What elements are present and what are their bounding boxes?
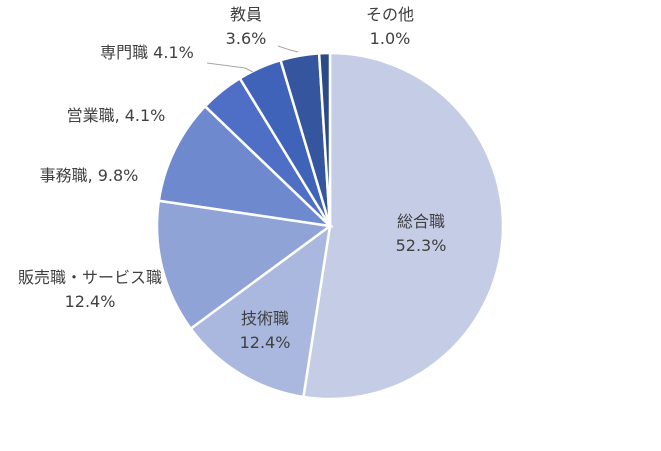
value-label: 52.3% bbox=[396, 236, 447, 255]
value-label: 1.0% bbox=[370, 29, 411, 48]
value-label: 3.6% bbox=[226, 29, 267, 48]
pie-slice bbox=[155, 199, 334, 331]
leader-line bbox=[277, 45, 299, 53]
category-label: 技術職 bbox=[241, 309, 289, 328]
data-label: 販売職・サービス職 12.4% bbox=[18, 268, 162, 311]
data-label: その他 1.0% bbox=[366, 5, 414, 48]
category-label: 総合職 bbox=[397, 212, 445, 231]
value-label: 4.1% bbox=[153, 43, 194, 62]
pie-slice bbox=[188, 223, 332, 399]
leader-line bbox=[206, 62, 254, 73]
value-label: 12.4% bbox=[240, 333, 291, 352]
pie-slice bbox=[317, 51, 332, 227]
data-label: 総合職 52.3% bbox=[396, 212, 447, 255]
data-label: 教員 3.6% bbox=[226, 5, 267, 48]
data-label: 技術職 12.4% bbox=[240, 309, 291, 352]
pie-slice bbox=[301, 51, 505, 401]
category-label: その他 bbox=[366, 5, 414, 24]
value-label: 12.4% bbox=[65, 292, 116, 311]
category-label: 教員 bbox=[230, 5, 262, 24]
category-label: 専門職 bbox=[100, 43, 148, 62]
value-label: 9.8% bbox=[98, 166, 139, 185]
value-label: 4.1% bbox=[125, 106, 166, 125]
category-label: 営業職, bbox=[67, 106, 120, 125]
slices bbox=[155, 51, 505, 401]
category-label: 販売職・サービス職 bbox=[18, 268, 162, 287]
pie-slice bbox=[157, 104, 334, 228]
data-label: 営業職, 4.1% bbox=[67, 106, 166, 125]
data-label: 専門職 4.1% bbox=[100, 43, 194, 62]
data-label: 事務職, 9.8% bbox=[40, 166, 139, 185]
category-label: 事務職, bbox=[40, 166, 93, 185]
